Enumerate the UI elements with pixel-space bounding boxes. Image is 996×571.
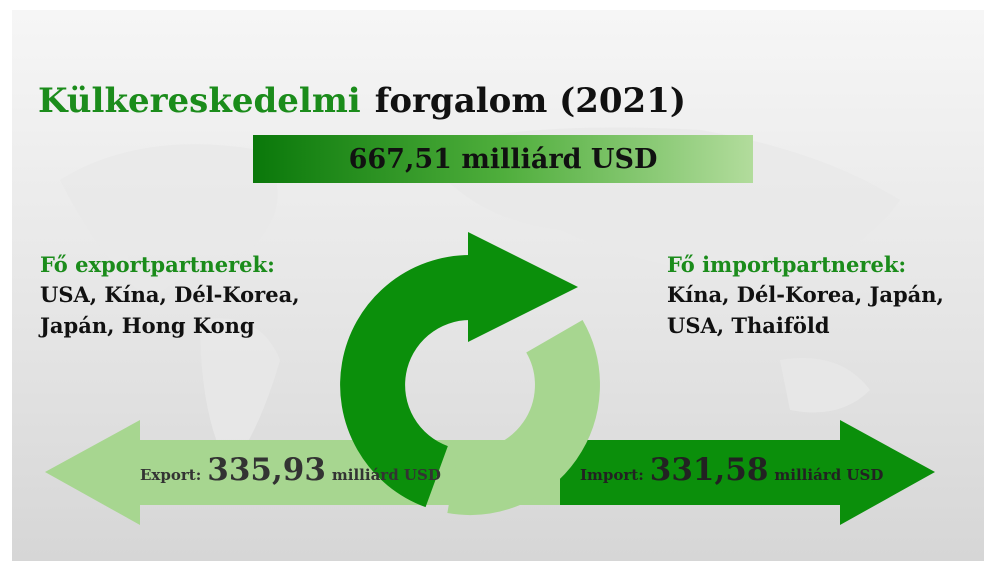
title-part2: forgalom (2021) <box>375 81 686 121</box>
total-banner <box>253 135 753 183</box>
import-value: 331,58 <box>650 452 769 488</box>
import-figure: Import: 331,58 milliárd USD <box>580 452 883 488</box>
title-part1: Külkereskedelmi <box>38 81 361 121</box>
import-arrow <box>470 420 935 525</box>
export-unit: milliárd USD <box>332 466 441 484</box>
export-line: Japán, Hong Kong <box>38 313 255 338</box>
import-heading: Fő importpartnerek: <box>667 252 906 277</box>
cycle-light <box>447 320 600 515</box>
import-line: USA, Thaiföld <box>667 313 830 338</box>
cycle-arrowhead <box>468 232 578 342</box>
export-label: Export: <box>140 466 201 484</box>
total: 667,51 milliárd USD <box>349 144 658 175</box>
export-line: USA, Kína, Dél-Korea, <box>40 282 300 307</box>
cycle-dark <box>340 255 472 508</box>
import-label: Import: <box>580 466 644 484</box>
export-heading: Fő exportpartnerek: <box>40 252 275 277</box>
export-figure: Export: 335,93 milliárd USD <box>140 452 441 488</box>
import-line: Kína, Dél-Korea, Japán, <box>667 282 944 307</box>
title: Külkereskedelmi forgalom (2021) <box>38 81 686 121</box>
import-unit: milliárd USD <box>774 466 883 484</box>
export-value: 335,93 <box>207 452 326 488</box>
